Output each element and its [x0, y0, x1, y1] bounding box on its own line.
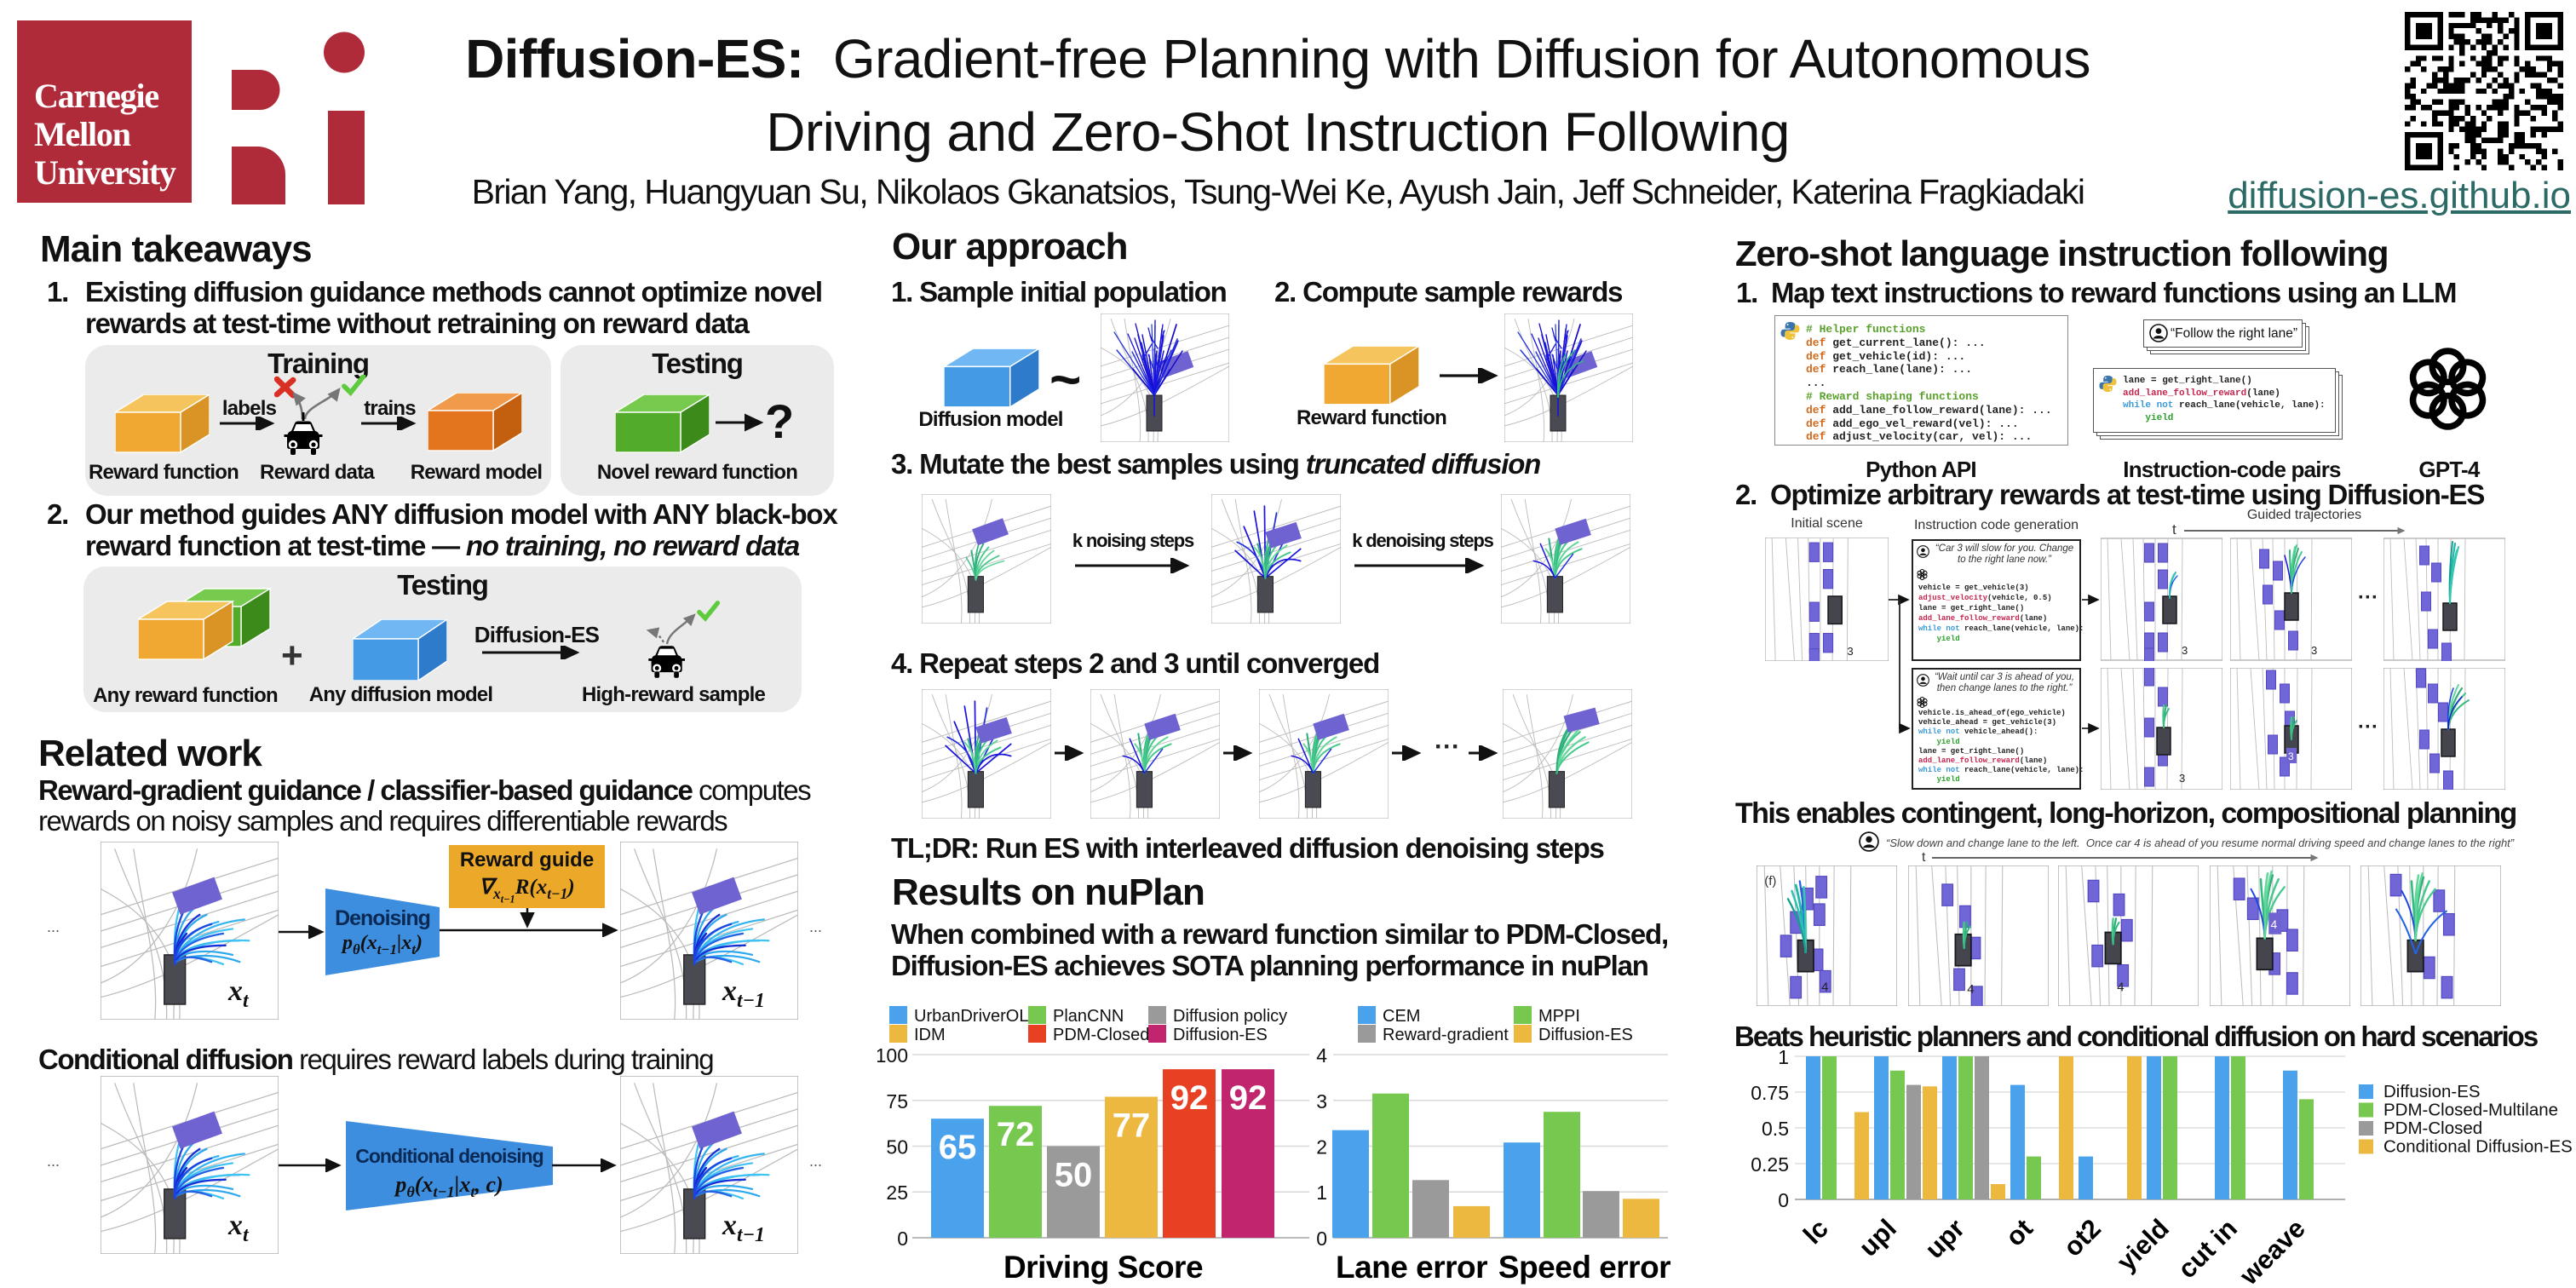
svg-text:4: 4 [2117, 980, 2124, 995]
svg-text:Conditional Diffusion-ES: Conditional Diffusion-ES [2383, 1137, 2573, 1157]
svg-text:4: 4 [1821, 980, 1828, 995]
svg-text:50: 50 [886, 1136, 908, 1159]
svg-text:PDM-Closed: PDM-Closed [1053, 1026, 1149, 1044]
svg-text:4: 4 [1967, 982, 1974, 997]
svg-text:0.5: 0.5 [1762, 1118, 1789, 1140]
svg-text:72: 72 [997, 1116, 1035, 1153]
svg-text:50: 50 [1055, 1157, 1093, 1194]
svg-text:92: 92 [1170, 1079, 1209, 1117]
svg-text:ot2: ot2 [2057, 1213, 2107, 1262]
svg-text:ot: ot [2000, 1213, 2038, 1251]
svg-text:0: 0 [1778, 1189, 1789, 1211]
svg-text:0.75: 0.75 [1751, 1082, 1789, 1104]
svg-text:0: 0 [1316, 1228, 1327, 1250]
svg-text:1: 1 [1778, 1049, 1789, 1068]
svg-text:cut in: cut in [2172, 1213, 2243, 1284]
svg-text:4: 4 [2271, 917, 2278, 931]
svg-text:Diffusion policy: Diffusion policy [1173, 1007, 1287, 1026]
svg-text:77: 77 [1113, 1107, 1151, 1145]
svg-text:upr: upr [1919, 1213, 1970, 1264]
svg-text:Driving Score: Driving Score [1003, 1250, 1203, 1285]
svg-text:Diffusion-ES: Diffusion-ES [1538, 1026, 1633, 1044]
svg-text:100: 100 [877, 1044, 908, 1067]
svg-text:lc: lc [1797, 1213, 1834, 1250]
svg-text:Speed error: Speed error [1498, 1250, 1670, 1285]
svg-text:upl: upl [1853, 1213, 1902, 1262]
svg-text:0.25: 0.25 [1751, 1153, 1789, 1176]
svg-text:PDM-Closed-Multilane: PDM-Closed-Multilane [2383, 1101, 2558, 1120]
svg-text:25: 25 [886, 1182, 908, 1204]
svg-text:Reward-gradient: Reward-gradient [1383, 1026, 1509, 1044]
svg-text:IDM: IDM [914, 1026, 946, 1044]
svg-text:MPPI: MPPI [1538, 1007, 1580, 1026]
svg-text:92: 92 [1229, 1079, 1268, 1117]
svg-text:PlanCNN: PlanCNN [1053, 1007, 1124, 1026]
svg-text:PDM-Closed: PDM-Closed [2383, 1118, 2482, 1138]
svg-text:weave: weave [2234, 1213, 2311, 1288]
svg-text:UrbanDriverOL: UrbanDriverOL [914, 1007, 1028, 1026]
svg-text:yield: yield [2111, 1213, 2175, 1277]
svg-text:1: 1 [1316, 1182, 1327, 1204]
svg-text:0: 0 [897, 1228, 908, 1250]
svg-text:3: 3 [1316, 1090, 1327, 1113]
svg-text:4: 4 [1316, 1044, 1327, 1067]
svg-text:Diffusion-ES: Diffusion-ES [2383, 1082, 2481, 1101]
svg-text:Lane error: Lane error [1336, 1250, 1487, 1285]
svg-text:75: 75 [886, 1090, 908, 1113]
svg-text:2: 2 [1316, 1136, 1327, 1159]
svg-text:Diffusion-ES: Diffusion-ES [1173, 1026, 1268, 1044]
svg-text:65: 65 [939, 1129, 977, 1166]
svg-text:CEM: CEM [1383, 1007, 1420, 1026]
svg-text:(f): (f) [1764, 874, 1776, 888]
